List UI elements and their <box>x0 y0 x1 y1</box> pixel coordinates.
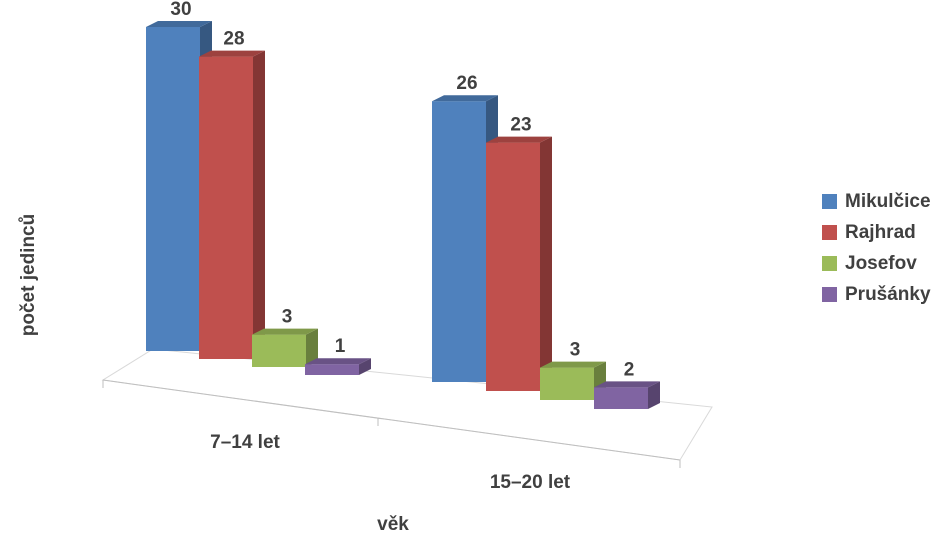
bar-front-face <box>540 367 594 400</box>
bar-side-face <box>359 358 371 375</box>
legend-item: Mikulčice <box>822 186 931 217</box>
bar-top-face <box>252 328 318 335</box>
bar-front-face <box>146 27 200 351</box>
bar-side-face <box>306 328 318 367</box>
bar-front-face <box>199 56 253 359</box>
bar-front-face <box>252 334 306 367</box>
data-label: 26 <box>456 73 477 94</box>
data-label: 23 <box>510 115 531 136</box>
legend-swatch <box>822 225 837 240</box>
category-label: 15–20 let <box>490 472 571 493</box>
category-labels: 7–14 let 15–20 let <box>210 432 571 493</box>
data-label: 28 <box>223 29 244 50</box>
bar-Rajhrad-7–14 let <box>199 50 265 359</box>
bar-top-face <box>486 136 552 143</box>
data-label: 3 <box>570 340 581 361</box>
bar-top-face <box>146 21 212 27</box>
bar-top-face <box>540 361 606 368</box>
bar-Josefov-7–14 let <box>252 328 318 367</box>
legend: Mikulčice Rajhrad Josefov Prušánky <box>822 186 931 310</box>
category-label: 7–14 let <box>210 432 280 453</box>
bar-Prušánky-7–14 let <box>305 358 371 375</box>
legend-label: Josefov <box>845 252 917 274</box>
chart-floor <box>101 348 713 468</box>
value-labels: 30 28 3 1 26 23 3 2 <box>170 0 634 380</box>
bar-top-face <box>594 381 660 388</box>
x-axis-title: věk <box>377 514 409 535</box>
bars-group <box>146 21 660 409</box>
y-axis-title: počet jedinců <box>18 214 39 336</box>
bar-front-face <box>486 142 540 391</box>
bar-front-face <box>305 364 359 375</box>
legend-label: Rajhrad <box>845 221 916 243</box>
legend-item: Prušánky <box>822 279 931 310</box>
bar-front-face <box>432 101 486 382</box>
bar-front-face <box>594 387 648 409</box>
bar-top-face <box>432 95 498 102</box>
data-label: 3 <box>282 307 293 328</box>
legend-label: Mikulčice <box>845 190 931 212</box>
legend-item: Rajhrad <box>822 217 931 248</box>
data-label: 1 <box>335 336 346 357</box>
bar-side-face <box>540 136 552 391</box>
legend-swatch <box>822 287 837 302</box>
legend-label: Prušánky <box>845 283 931 305</box>
bar-side-face <box>253 50 265 359</box>
data-label: 30 <box>170 0 191 20</box>
bar-Josefov-15–20 let <box>540 361 606 400</box>
bar-Rajhrad-15–20 let <box>486 136 552 391</box>
legend-swatch <box>822 194 837 209</box>
legend-item: Josefov <box>822 248 931 279</box>
bar-top-face <box>199 50 265 57</box>
legend-swatch <box>822 256 837 271</box>
bar-side-face <box>648 381 660 409</box>
bar-Prušánky-15–20 let <box>594 381 660 409</box>
bar-top-face <box>305 358 371 365</box>
x-axis-line <box>102 379 681 461</box>
data-label: 2 <box>624 359 635 380</box>
